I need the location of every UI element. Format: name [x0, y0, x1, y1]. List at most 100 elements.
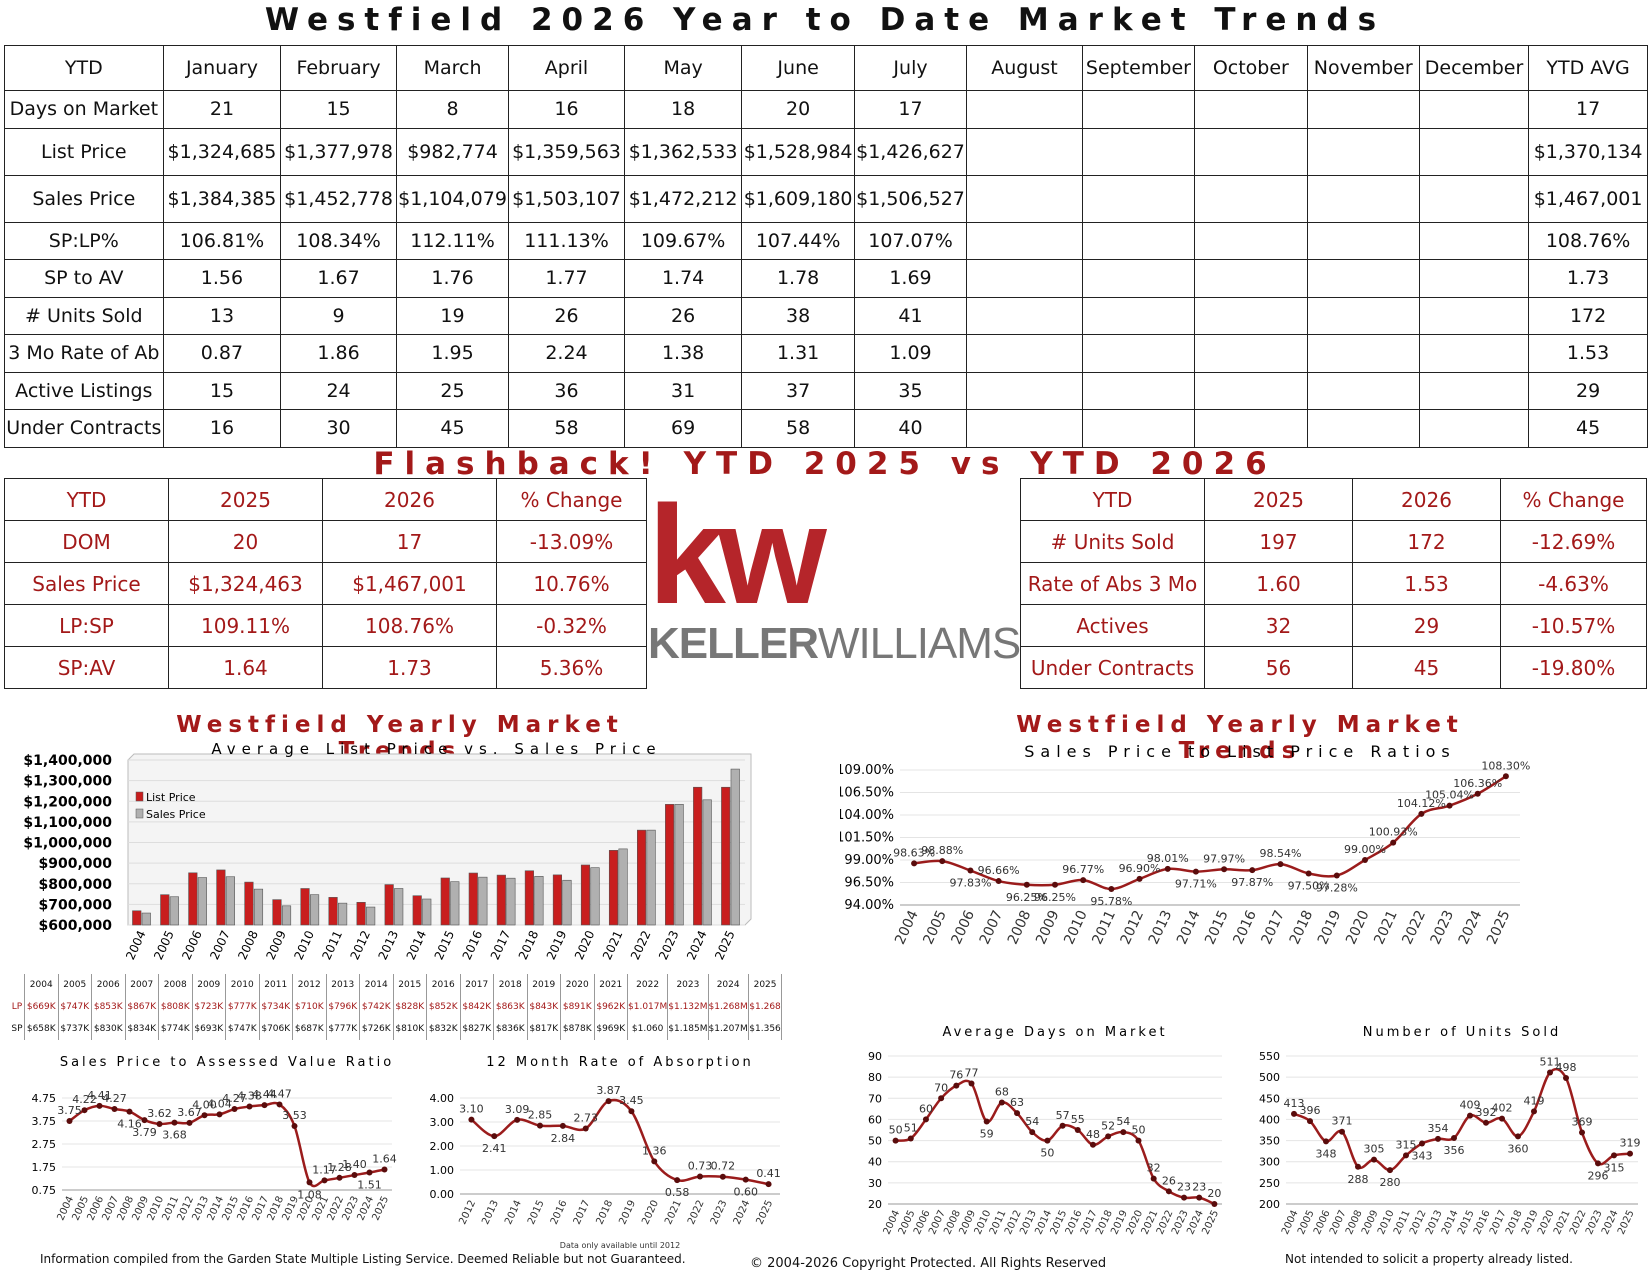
data-label: 288	[1348, 1173, 1369, 1186]
data-label: 96.25%	[1006, 891, 1048, 904]
ytd-row-label: Under Contracts	[4, 409, 164, 448]
y-tick-label: 0.75	[32, 1184, 57, 1197]
ytd-cell: 1.53	[1528, 334, 1648, 373]
data-label: 4.04	[207, 1097, 232, 1110]
bar-sales-2014	[422, 898, 432, 926]
yearly-lp-value: $1.132M	[667, 996, 709, 1018]
bar-list-2008	[244, 881, 254, 926]
y-tick-label: $1,200,000	[23, 794, 112, 810]
x-tick-label: 2012	[1118, 908, 1148, 947]
data-label: 97.28%	[1316, 881, 1358, 894]
data-label: 32	[1147, 1162, 1161, 1175]
x-tick-label: 2015	[1202, 908, 1232, 947]
chart-title: Average Days on Market	[942, 1025, 1167, 1040]
ytd-cell: 15	[280, 90, 397, 129]
y-tick-label: 4.75	[32, 1092, 57, 1105]
ytd-cell: $1,472,212	[623, 174, 743, 223]
compare-header-cell: 2025	[1204, 478, 1353, 521]
data-label: 315	[1604, 1161, 1625, 1174]
ytd-cell	[1418, 259, 1530, 298]
data-point	[1474, 790, 1481, 797]
ytd-header-cell: January	[162, 45, 282, 91]
data-point	[351, 1172, 358, 1179]
data-label: 2.41	[482, 1142, 507, 1155]
yearly-sp-value: $1.207M	[708, 1018, 749, 1040]
data-point	[1515, 1133, 1521, 1140]
data-point	[1579, 1129, 1585, 1136]
ytd-row: Active Listings 15 24 25 36 31 37 35 29	[4, 371, 1648, 410]
yearly-sp-value: $1.356	[748, 1018, 783, 1040]
ytd-cell: 35	[853, 371, 968, 410]
ytd-cell: 13	[162, 296, 282, 335]
yearly-year: 2016	[426, 974, 461, 996]
bar-sales-2024	[702, 799, 712, 926]
data-label: 23	[1177, 1181, 1191, 1194]
data-point	[939, 858, 946, 865]
compare-cell: SP:AV	[4, 646, 169, 689]
x-tick-label: 2009	[1033, 908, 1063, 947]
data-label: 3.53	[282, 1109, 307, 1122]
data-label: 50	[889, 1124, 903, 1137]
y-tick-label: 400	[1259, 1113, 1280, 1126]
yearly-lp-label: LP	[10, 996, 25, 1018]
ytd-cell: 58	[741, 409, 855, 448]
yearly-year: 2008	[158, 974, 193, 996]
bar-list-2011	[328, 897, 338, 926]
x-tick-label: 2008	[1005, 908, 1035, 947]
compare-cell: 1.53	[1352, 562, 1501, 605]
compare-row: Under Contracts 56 45 -19.80%	[1020, 646, 1647, 689]
x-tick-label: 2014	[404, 928, 430, 962]
bar-sales-2021	[618, 848, 628, 926]
compare-cell: $1,324,463	[168, 562, 323, 605]
ytd-cell: 19	[395, 296, 510, 335]
data-point	[141, 1117, 148, 1124]
data-label: 70	[934, 1081, 948, 1094]
compare-row: Actives 32 29 -10.57%	[1020, 604, 1647, 647]
data-label: 96.25%	[1034, 891, 1076, 904]
ytd-cell	[1306, 221, 1420, 260]
x-tick-label: 2006	[179, 928, 205, 962]
data-label: 76	[949, 1069, 963, 1082]
x-tick-label: 2005	[920, 908, 950, 947]
flashback-title: Flashback! YTD 2025 vs YTD 2026	[373, 446, 1277, 482]
data-label: 360	[1508, 1142, 1529, 1155]
data-point	[1211, 1201, 1218, 1207]
data-point	[381, 1166, 388, 1173]
y-tick-label: 3.00	[430, 1116, 455, 1129]
compare-cell: 17	[322, 520, 497, 563]
data-label: 0.58	[665, 1186, 690, 1199]
ytd-cell: 108.34%	[280, 221, 397, 260]
data-label: 3.75	[57, 1104, 82, 1117]
ytd-row-label: 3 Mo Rate of Ab	[4, 334, 164, 373]
data-point	[246, 1103, 253, 1110]
yearly-lp-value: $669K	[24, 996, 59, 1018]
data-label: 3.79	[132, 1126, 157, 1139]
data-point	[306, 1179, 313, 1186]
yearly-sp-value: $774K	[158, 1018, 193, 1040]
data-label: 99.00%	[1344, 843, 1386, 856]
ytd-cell	[1306, 409, 1420, 448]
ytd-cell: 107.07%	[853, 221, 968, 260]
ytd-header-cell: July	[853, 45, 968, 91]
ytd-cell: $982,774	[395, 127, 510, 176]
x-tick-label: 2022	[628, 928, 654, 962]
yearly-lp-value: $710K	[292, 996, 327, 1018]
ytd-cell: 1.74	[623, 259, 743, 298]
yearly-price-table: 2004 2005 2006 2007 2008 2009 2010 2011 2012 2013…	[10, 974, 783, 1040]
data-point	[582, 1125, 589, 1132]
yearly-lp-value: $962K	[594, 996, 628, 1018]
x-tick-label: 2009	[263, 928, 289, 962]
ytd-row: Sales Price $1,384,385 $1,452,778 $1,104,07…	[4, 174, 1648, 223]
data-label: 98.88%	[921, 844, 963, 857]
bar-sales-2019	[562, 879, 572, 926]
yearly-year: 2022	[627, 974, 669, 996]
ytd-cell: 37	[741, 371, 855, 410]
data-label: 54	[1116, 1115, 1130, 1128]
data-point	[291, 1123, 298, 1130]
y-tick-label: 70	[868, 1092, 882, 1105]
x-tick-label: 2018	[516, 928, 542, 962]
x-tick-label: 2021	[600, 928, 626, 962]
yearly-lp-value: $796K	[326, 996, 360, 1018]
data-point	[171, 1119, 178, 1126]
ytd-cell	[1081, 259, 1196, 298]
